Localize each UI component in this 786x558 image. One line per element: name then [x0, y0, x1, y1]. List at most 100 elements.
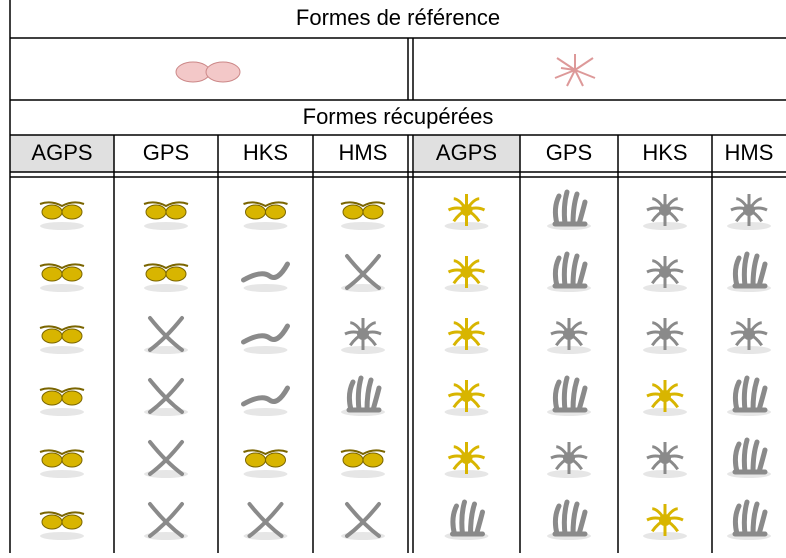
lens: [61, 452, 83, 468]
curve: [241, 261, 290, 283]
shape-thumbnail: [643, 256, 687, 292]
pliers: [148, 378, 184, 414]
glasses: [39, 325, 85, 332]
shape-thumbnail: [144, 316, 188, 354]
pliers: [345, 254, 381, 290]
shape-thumbnail: [547, 499, 591, 540]
shape-thumbnail: [643, 380, 687, 416]
shape-thumbnail: [727, 499, 771, 540]
glasses: [243, 201, 288, 208]
lens: [61, 204, 83, 220]
lens: [61, 328, 83, 344]
body: [659, 204, 671, 216]
lens: [41, 452, 63, 468]
lens: [165, 204, 187, 220]
column-header: AGPS: [436, 140, 497, 165]
shadow: [40, 408, 84, 416]
glasses: [340, 449, 386, 456]
lens: [362, 452, 384, 468]
lens: [41, 266, 63, 282]
body: [659, 452, 671, 464]
column-header: HMS: [339, 140, 388, 165]
shape-thumbnail: [39, 511, 85, 540]
hand: [346, 375, 382, 413]
shape-thumbnail: [144, 440, 188, 478]
shape-thumbnail: [39, 201, 85, 230]
body: [563, 452, 575, 464]
lens: [245, 452, 266, 468]
shape-thumbnail: [444, 194, 489, 230]
shape-thumbnail: [144, 502, 188, 540]
lens: [41, 204, 63, 220]
hand: [552, 375, 588, 413]
shadow: [40, 222, 84, 230]
hand: [552, 499, 588, 537]
lens: [61, 514, 83, 530]
column-header: AGPS: [31, 140, 92, 165]
shadow: [341, 470, 385, 478]
lens: [41, 390, 63, 406]
hand: [732, 251, 768, 289]
shadow: [243, 470, 288, 478]
shape-thumbnail: [547, 251, 591, 292]
shape-thumbnail: [547, 318, 591, 354]
lens: [61, 390, 83, 406]
hand: [450, 499, 485, 537]
curve: [241, 323, 290, 345]
shadow: [243, 346, 288, 354]
shape-thumbnail: [340, 201, 386, 230]
subtitle: Formes récupérées: [303, 104, 494, 129]
shape-thumbnail: [727, 318, 771, 354]
pliers: [247, 502, 284, 538]
hand: [732, 375, 768, 413]
lens: [41, 328, 63, 344]
shape-thumbnail: [243, 449, 288, 478]
shape-thumbnail: [547, 442, 591, 478]
shape-thumbnail: [341, 318, 385, 354]
body: [460, 204, 473, 216]
shape-thumbnail: [727, 194, 771, 230]
body: [659, 328, 671, 340]
hand: [552, 251, 588, 289]
lens: [245, 204, 266, 220]
body: [563, 328, 575, 340]
lens: [145, 204, 167, 220]
glasses: [243, 449, 288, 456]
lens: [265, 204, 286, 220]
body: [743, 328, 755, 340]
shape-thumbnail: [727, 437, 771, 478]
glasses: [340, 201, 386, 208]
shape-thumbnail: [444, 499, 489, 540]
shape-thumbnail: [547, 375, 591, 416]
shadow: [243, 408, 288, 416]
shape-thumbnail: [444, 442, 489, 478]
shape-thumbnail: [39, 449, 85, 478]
lens: [145, 266, 167, 282]
body: [743, 204, 755, 216]
hand: [732, 499, 768, 537]
shadow: [40, 532, 84, 540]
column-header: GPS: [143, 140, 189, 165]
shadow: [144, 284, 188, 292]
shadow: [243, 284, 288, 292]
glasses: [39, 263, 85, 270]
shadow: [40, 284, 84, 292]
shadow: [144, 222, 188, 230]
shape-thumbnail: [341, 375, 385, 416]
body: [357, 328, 369, 340]
column-header: GPS: [546, 140, 592, 165]
shape-thumbnail: [340, 449, 386, 478]
shape-thumbnail: [144, 378, 188, 416]
shape-thumbnail: [39, 325, 85, 354]
shadow: [243, 222, 288, 230]
shape-thumbnail: [243, 502, 288, 540]
shape-thumbnail: [341, 502, 385, 540]
shape-thumbnail: [241, 323, 290, 354]
shape-thumbnail: [444, 318, 489, 354]
lens: [342, 452, 364, 468]
shape-thumbnail: [547, 189, 591, 230]
pliers: [148, 440, 184, 476]
body: [659, 390, 671, 402]
